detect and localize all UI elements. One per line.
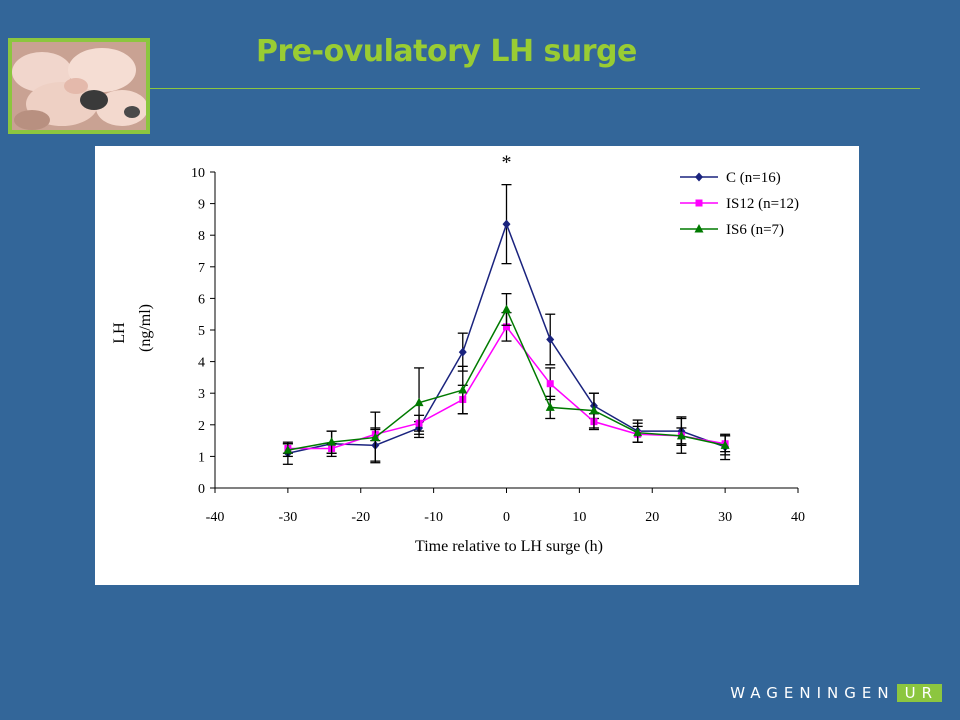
data-point — [503, 323, 510, 331]
y-tick-label: 6 — [198, 292, 205, 307]
data-point — [546, 334, 555, 344]
y-axis-title: LH — [111, 322, 128, 344]
y-tick-label: 8 — [198, 229, 205, 244]
data-point — [370, 432, 380, 441]
wageningen-ur-logo: WAGENINGEN UR — [730, 684, 942, 702]
legend-label: C (n=16) — [726, 170, 781, 186]
legend-item: IS12 (n=12) — [680, 196, 799, 212]
y-tick-label: 1 — [198, 450, 205, 465]
data-point — [589, 405, 599, 415]
chart-panel: 0 1 2 3 4 5 6 7 8 9 10 -40 -30 -20 -10 0 10 20 30 40 LH (n… — [95, 146, 859, 585]
y-ticks: 0 1 2 3 4 5 6 7 8 9 10 — [191, 166, 215, 497]
x-tick-label: -10 — [424, 510, 443, 525]
data-point — [327, 437, 337, 446]
legend-marker — [695, 199, 703, 207]
y-tick-label: 10 — [191, 166, 205, 181]
slide-title: Pre-ovulatory LH surge — [256, 34, 637, 69]
piglets-photo-icon — [12, 42, 146, 130]
y-axis-unit: (ng/ml) — [137, 304, 154, 352]
y-tick-label: 4 — [198, 356, 205, 371]
annotations: * — [502, 152, 512, 174]
x-tick-label: 10 — [572, 510, 586, 525]
y-tick-label: 9 — [198, 198, 205, 213]
data-point — [545, 402, 555, 411]
data-point — [633, 427, 643, 437]
title-divider — [150, 88, 920, 89]
legend-item: C (n=16) — [680, 170, 781, 186]
x-ticks: -40 -30 -20 -10 0 10 20 30 40 — [206, 488, 805, 525]
x-tick-label: 30 — [718, 510, 732, 525]
y-tick-label: 2 — [198, 419, 205, 434]
legend: C (n=16) IS12 (n=12) IS6 (n=7) — [680, 170, 799, 238]
logo-ur-badge: UR — [896, 684, 942, 702]
y-tick-label: 0 — [198, 482, 205, 497]
x-tick-label: -40 — [206, 510, 225, 525]
legend-label: IS12 (n=12) — [726, 196, 799, 212]
legend-marker — [695, 172, 703, 182]
data-point — [283, 445, 293, 454]
series-triangle — [282, 293, 731, 464]
data-point — [676, 430, 686, 440]
data-point — [458, 347, 467, 357]
data-point — [414, 397, 424, 407]
legend-marker — [694, 224, 704, 233]
series-line — [287, 325, 726, 450]
x-tick-label: 40 — [791, 510, 805, 525]
lh-surge-chart: 0 1 2 3 4 5 6 7 8 9 10 -40 -30 -20 -10 0 10 20 30 40 LH (n… — [111, 152, 805, 555]
legend-label: IS6 (n=7) — [726, 222, 784, 238]
data-point — [720, 440, 730, 449]
data-point — [458, 385, 468, 394]
legend-item: IS6 (n=7) — [680, 222, 784, 238]
x-axis-title: Time relative to LH surge (h) — [415, 538, 603, 555]
data-point — [502, 219, 511, 229]
x-tick-label: -20 — [351, 510, 370, 525]
y-tick-label: 5 — [198, 324, 205, 339]
x-tick-label: -30 — [279, 510, 298, 525]
significance-marker: * — [502, 152, 512, 174]
piglets-photo — [8, 38, 150, 134]
series-layer — [282, 183, 731, 465]
y-tick-label: 3 — [198, 387, 205, 402]
series-square — [282, 311, 731, 454]
y-tick-label: 7 — [198, 261, 205, 276]
data-point — [502, 304, 511, 313]
data-point — [546, 380, 554, 388]
logo-text: WAGENINGEN — [730, 684, 895, 702]
x-tick-label: 20 — [645, 510, 659, 525]
x-tick-label: 0 — [503, 510, 510, 525]
